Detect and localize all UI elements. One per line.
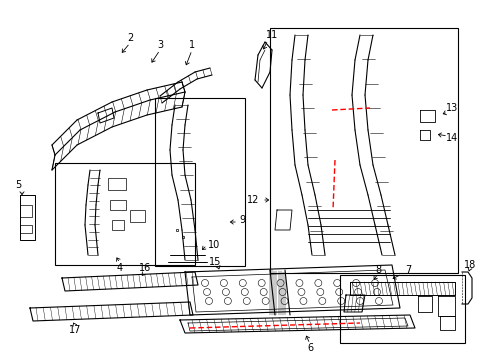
Text: 5: 5 [15, 180, 21, 190]
Text: 1: 1 [188, 40, 195, 50]
Bar [110, 200, 126, 210]
Text: 15: 15 [208, 257, 221, 267]
Bar [130, 210, 145, 222]
Text: 18: 18 [463, 260, 475, 270]
Bar [55, 163, 195, 265]
Text: 14: 14 [445, 133, 457, 143]
Text: 17: 17 [69, 325, 81, 335]
Bar [339, 275, 464, 343]
Bar [269, 28, 457, 273]
Text: 11: 11 [265, 30, 278, 40]
Text: 16: 16 [139, 263, 151, 273]
Bar [112, 220, 124, 230]
Text: 2: 2 [126, 33, 133, 43]
Bar [108, 178, 126, 190]
Bar [20, 225, 32, 233]
Bar [20, 205, 32, 217]
Text: 12: 12 [246, 195, 259, 205]
Text: 4: 4 [117, 263, 123, 273]
Text: 6: 6 [306, 343, 312, 353]
Text: 8: 8 [374, 265, 380, 275]
Text: 7: 7 [404, 265, 410, 275]
Bar [155, 98, 244, 266]
Text: 13: 13 [445, 103, 457, 113]
Text: 10: 10 [207, 240, 220, 250]
Text: 3: 3 [157, 40, 163, 50]
Text: 9: 9 [239, 215, 244, 225]
